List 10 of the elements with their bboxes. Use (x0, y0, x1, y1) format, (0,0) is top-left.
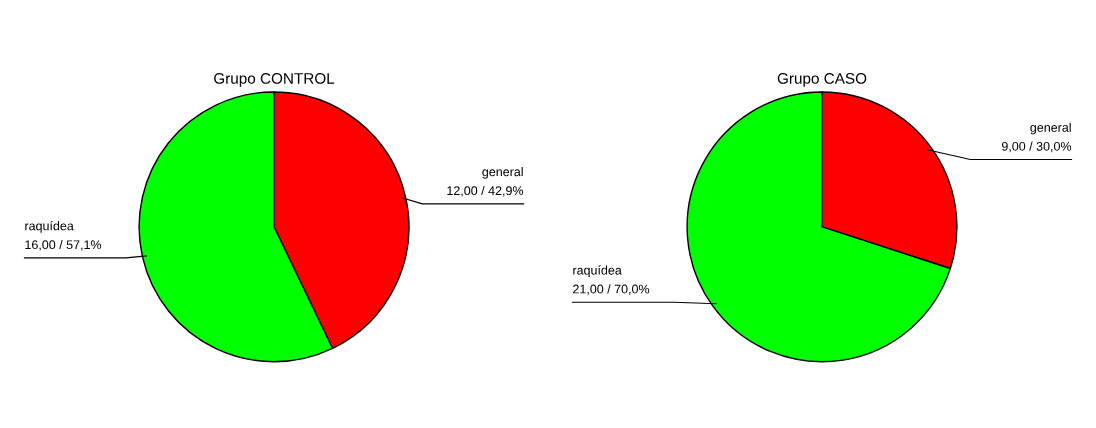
data-label: 21,00 / 70,0% (573, 284, 650, 295)
slice-label: raquídea (573, 265, 622, 278)
chart-title: Grupo CASO (777, 73, 867, 87)
data-label: 9,00 / 30,0% (1001, 141, 1072, 153)
slice-label: general (482, 167, 523, 179)
data-label: 12,00 / 42,9% (447, 185, 524, 197)
chart-title: Grupo CONTROL (214, 73, 335, 87)
slice-label: raquídea (25, 220, 74, 233)
data-label: 16,00 / 57,1% (25, 239, 102, 251)
slice-label: general (1030, 122, 1071, 135)
